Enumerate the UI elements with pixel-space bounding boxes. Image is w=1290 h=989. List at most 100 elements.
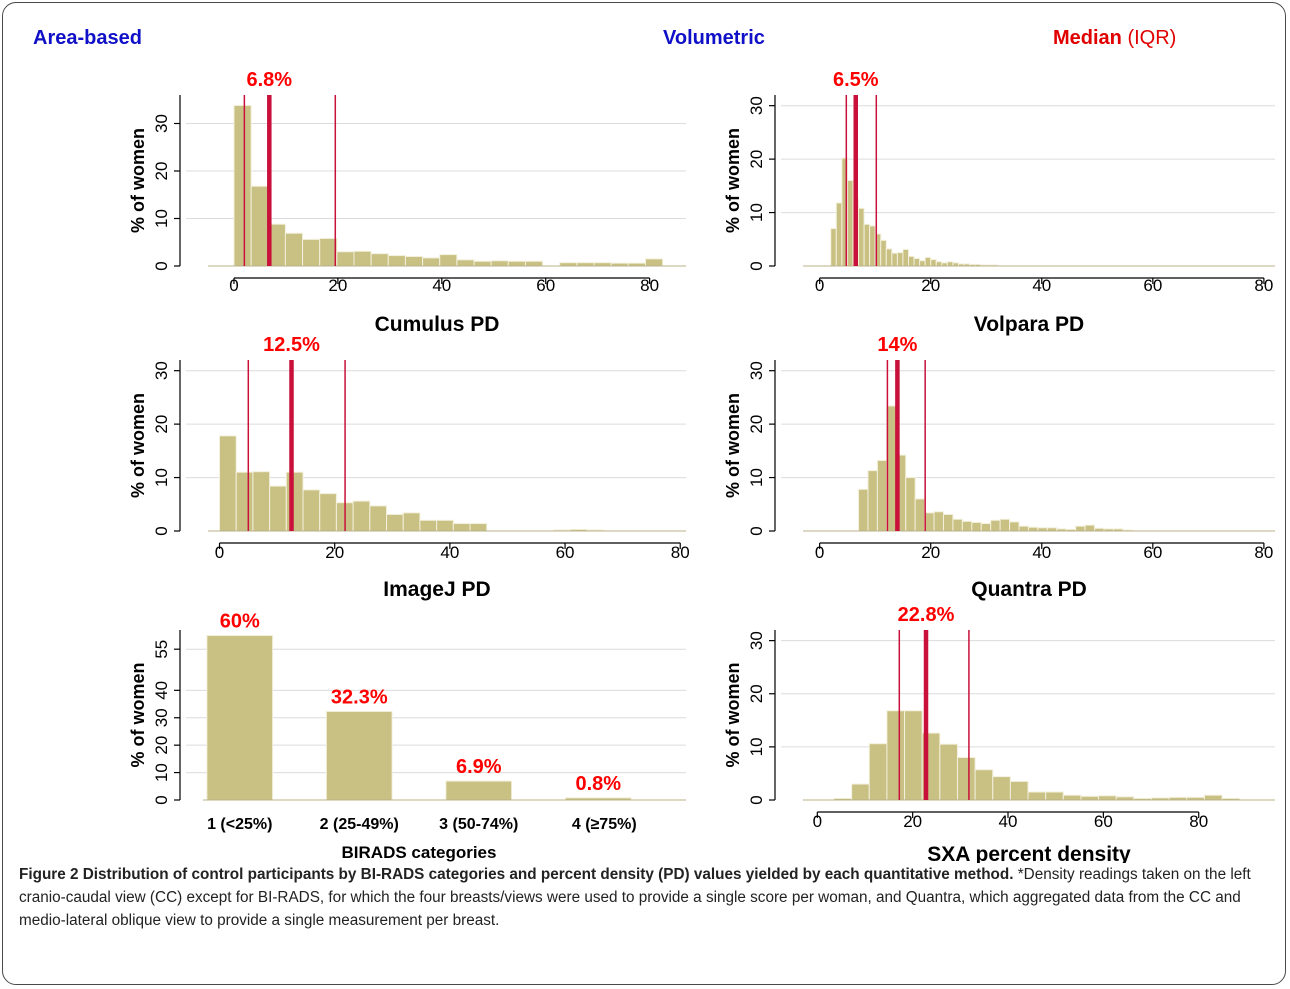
y-tick-label: 20 [152, 736, 171, 755]
histogram-bar [353, 250, 372, 267]
histogram-bar [456, 259, 475, 267]
histogram-bar [1075, 525, 1086, 532]
x-tick-label: 60 [1094, 812, 1113, 831]
histogram-bar [302, 238, 321, 267]
y-tick-label: 20 [152, 415, 171, 434]
histogram-bar [473, 260, 492, 267]
histogram-bar [1009, 780, 1029, 801]
x-tick-label: 80 [640, 276, 659, 295]
histogram-bar [863, 223, 871, 267]
y-axis-label: % of women [723, 662, 743, 767]
histogram-bar [233, 104, 252, 267]
histogram-bar [386, 513, 404, 532]
histogram-bar [452, 523, 471, 532]
volumetric-header: Volumetric [663, 27, 765, 49]
y-axis-label: % of women [723, 393, 743, 498]
bar-data-label: 60% [220, 610, 260, 632]
histogram-bar [876, 459, 888, 532]
caption-body: *Density readings taken on the left cran… [19, 866, 1251, 929]
histogram-bar [896, 252, 904, 267]
median-value-label: 22.8% [898, 604, 955, 626]
histogram-bar [956, 757, 976, 801]
x-axis-label: Volpara PD [974, 313, 1084, 336]
histogram-bar [1018, 525, 1029, 532]
histogram-bar [930, 259, 937, 267]
area-based-header: Area-based [33, 27, 142, 49]
category-bar [325, 710, 393, 801]
x-tick-label: 40 [432, 276, 451, 295]
y-tick-label: 30 [747, 96, 766, 115]
y-tick-label: 10 [152, 763, 171, 782]
chart-sxa: 22.8% 0 20 40 60 80 SXA percent density 0 10 20 30… [723, 604, 1275, 863]
histogram-bar [880, 239, 887, 267]
histogram-bar [469, 523, 488, 532]
histogram-bar [219, 435, 237, 532]
figure-caption: Figure 2 Distribution of control partici… [19, 863, 1279, 932]
bar-data-label: 32.3% [331, 686, 388, 708]
x-tick-label: 20 [903, 812, 922, 831]
histogram-bar [369, 505, 388, 532]
chart-cumulus: 6.8% 0 20 40 60 80 Cumulus PD 0 10 20 30% of women [128, 69, 686, 336]
category-bar [206, 634, 274, 801]
histogram-bar [980, 523, 992, 532]
histogram-bar [285, 471, 304, 532]
histogram-bar [869, 225, 876, 267]
histogram-bar [402, 512, 421, 532]
y-tick-label: 30 [747, 361, 766, 380]
histogram-bar [902, 248, 910, 267]
histogram-bar [439, 254, 458, 267]
median-value-label: 12.5% [263, 334, 320, 356]
median-iqr-header: Median (IQR) [1053, 27, 1176, 50]
x-tick-label: 40 [1032, 543, 1051, 562]
histogram-bar [644, 258, 664, 267]
x-tick-label: 80 [1254, 543, 1273, 562]
histogram-bar [924, 512, 935, 532]
histogram-bar [387, 255, 406, 267]
histogram-bar [1027, 526, 1039, 532]
chart-imagej: 12.5% 0 20 40 60 80 ImageJ PD 0 10 20 30% of women [128, 334, 690, 601]
histogram-bar [942, 513, 954, 532]
histogram-bar [1084, 524, 1096, 532]
x-axis-label: Quantra PD [971, 578, 1087, 601]
histogram-bar [846, 180, 854, 267]
x-tick-label: 20 [921, 543, 940, 562]
histogram-bar [891, 252, 898, 267]
y-tick-label: 10 [747, 737, 766, 756]
x-tick-label: 0 [815, 543, 824, 562]
x-tick-label: 40 [1032, 276, 1051, 295]
x-tick-label: 20 [921, 276, 940, 295]
histogram-bar [1203, 794, 1223, 801]
histogram-bar [885, 248, 893, 267]
x-tick-label: 80 [1189, 812, 1208, 831]
y-tick-label: 30 [747, 631, 766, 650]
bar-data-label: 6.9% [456, 756, 502, 778]
category-bar [445, 780, 513, 801]
histogram-bar [269, 485, 287, 532]
bar-data-label: 0.8% [575, 773, 621, 795]
caption-title: Figure 2 Distribution of control partici… [19, 866, 1014, 883]
histogram-bar [1009, 521, 1020, 532]
histogram-bar [319, 237, 338, 267]
histogram-bar [858, 488, 869, 532]
y-tick-label: 0 [747, 261, 766, 270]
median-value-label: 6.8% [247, 69, 293, 91]
chart-quantra: 14% 0 20 40 60 80 Quantra PD 0 10 20 30% of women [723, 334, 1275, 601]
histogram-bar [971, 521, 982, 532]
histogram-bar [1098, 795, 1117, 801]
y-tick-label: 20 [747, 415, 766, 434]
histogram-bar [336, 251, 355, 267]
histogram-bar [992, 776, 1011, 801]
x-axis-label: ImageJ PD [383, 578, 490, 601]
histogram-bar [961, 520, 973, 532]
histogram-bar [524, 260, 544, 267]
x-tick-label: 40 [999, 812, 1018, 831]
x-tick-label: 60 [1143, 543, 1162, 562]
chart-volpara: 6.5% 0 20 40 60 80 Volpara PD 0 10 20 30% of women [723, 69, 1275, 336]
category-tick-label: 1 (<25%) [207, 816, 272, 833]
histogram-bar [924, 256, 932, 267]
y-tick-label: 10 [152, 209, 171, 228]
histogram-bar [867, 470, 878, 532]
median-value-label: 14% [877, 334, 917, 356]
histogram-bar [490, 260, 509, 267]
